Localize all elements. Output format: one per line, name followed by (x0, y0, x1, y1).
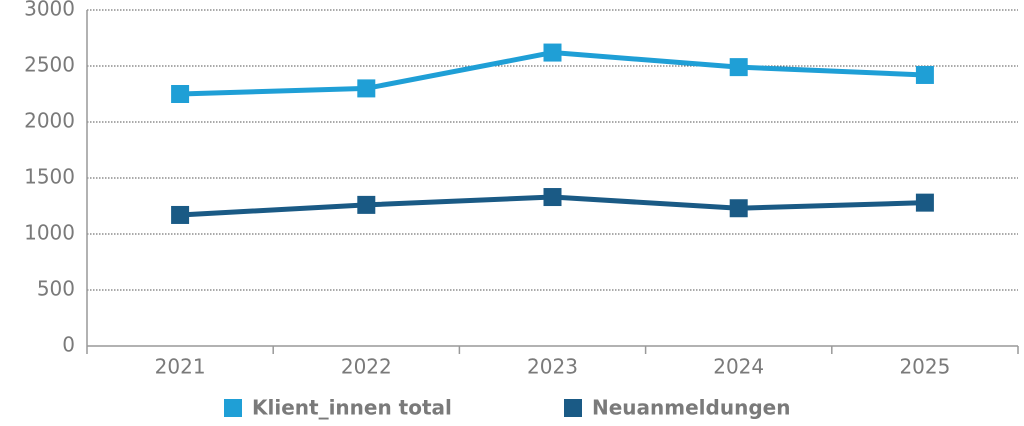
y-tick-label: 1000 (24, 221, 75, 245)
y-tick-label: 3000 (24, 0, 75, 21)
point-marker (357, 79, 376, 98)
x-tick-label: 2021 (155, 355, 206, 379)
point-marker (171, 85, 190, 103)
legend-label: Klient_innen total (252, 396, 452, 420)
x-tick-label: 2025 (899, 355, 950, 379)
point-marker (543, 188, 562, 207)
x-tick-label: 2023 (527, 355, 578, 379)
x-tick-label: 2022 (341, 355, 392, 379)
legend: Klient_innen total Neuanmeldungen (224, 396, 790, 420)
legend-swatch (564, 399, 582, 417)
y-tick-label: 1500 (24, 165, 75, 189)
y-tick-label: 500 (37, 277, 75, 301)
point-marker (357, 195, 376, 214)
x-tick-label: 2024 (713, 355, 764, 379)
point-marker (171, 205, 190, 224)
point-marker (729, 199, 748, 218)
point-marker (543, 43, 562, 62)
y-tick-label: 2000 (24, 109, 75, 133)
point-marker (915, 65, 934, 84)
y-tick-label: 0 (62, 333, 75, 357)
legend-swatch (224, 399, 242, 417)
point-marker (729, 58, 748, 77)
legend-label: Neuanmeldungen (592, 396, 790, 420)
y-tick-label: 2500 (24, 53, 75, 77)
point-marker (915, 193, 934, 212)
